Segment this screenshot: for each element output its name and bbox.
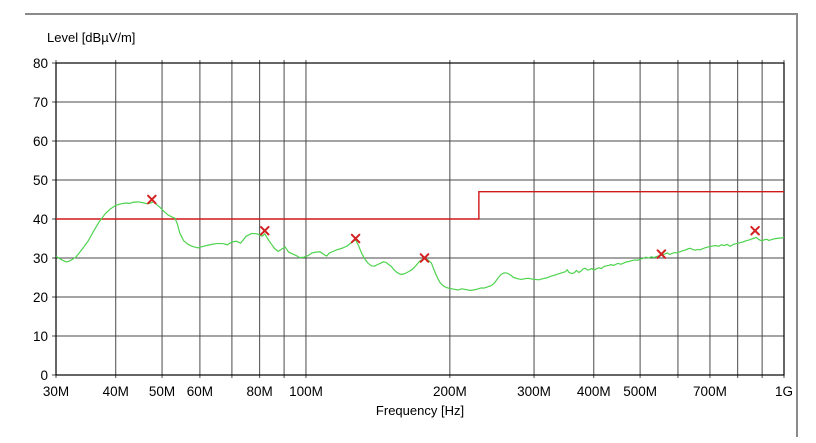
limit-line [56, 190, 784, 220]
y-tick-label: 20 [33, 290, 48, 305]
measurement-marker [419, 253, 430, 263]
y-tick-label: 10 [33, 329, 48, 344]
x-axis-title: Frequency [Hz] [375, 403, 465, 418]
y-tick-label: 30 [33, 251, 48, 266]
y-tick-label: 70 [33, 95, 48, 110]
x-tick-label: 30M [43, 384, 69, 399]
x-tick-label: 200M [433, 384, 467, 399]
measurement-marker [750, 225, 760, 236]
measurement-trace [55, 201, 785, 291]
x-tick-label: 700M [693, 384, 727, 399]
y-tick-label: 60 [33, 134, 48, 149]
x-tick-label: 500M [623, 384, 657, 399]
y-axis-title: Level [dBµV/m] [47, 30, 136, 45]
window-border-right [796, 13, 798, 437]
x-tick-label: 80M [246, 384, 272, 399]
x-tick-label: 400M [577, 384, 611, 399]
y-tick-label: 80 [33, 56, 48, 71]
measurement-marker [259, 225, 270, 236]
measurement-marker [350, 233, 361, 244]
x-tick-label: 40M [103, 384, 129, 399]
x-tick-label: 1G [775, 384, 793, 399]
x-tick-label: 300M [517, 384, 551, 399]
x-tick-label: 60M [187, 384, 213, 399]
window-border-top [25, 13, 797, 15]
measurement-marker [147, 194, 157, 205]
x-tick-label: 50M [149, 384, 175, 399]
measurement-marker [656, 249, 667, 259]
y-tick-label: 0 [40, 368, 48, 383]
y-tick-label: 50 [33, 173, 48, 188]
y-tick-label: 40 [33, 212, 48, 227]
x-tick-label: 100M [289, 384, 323, 399]
